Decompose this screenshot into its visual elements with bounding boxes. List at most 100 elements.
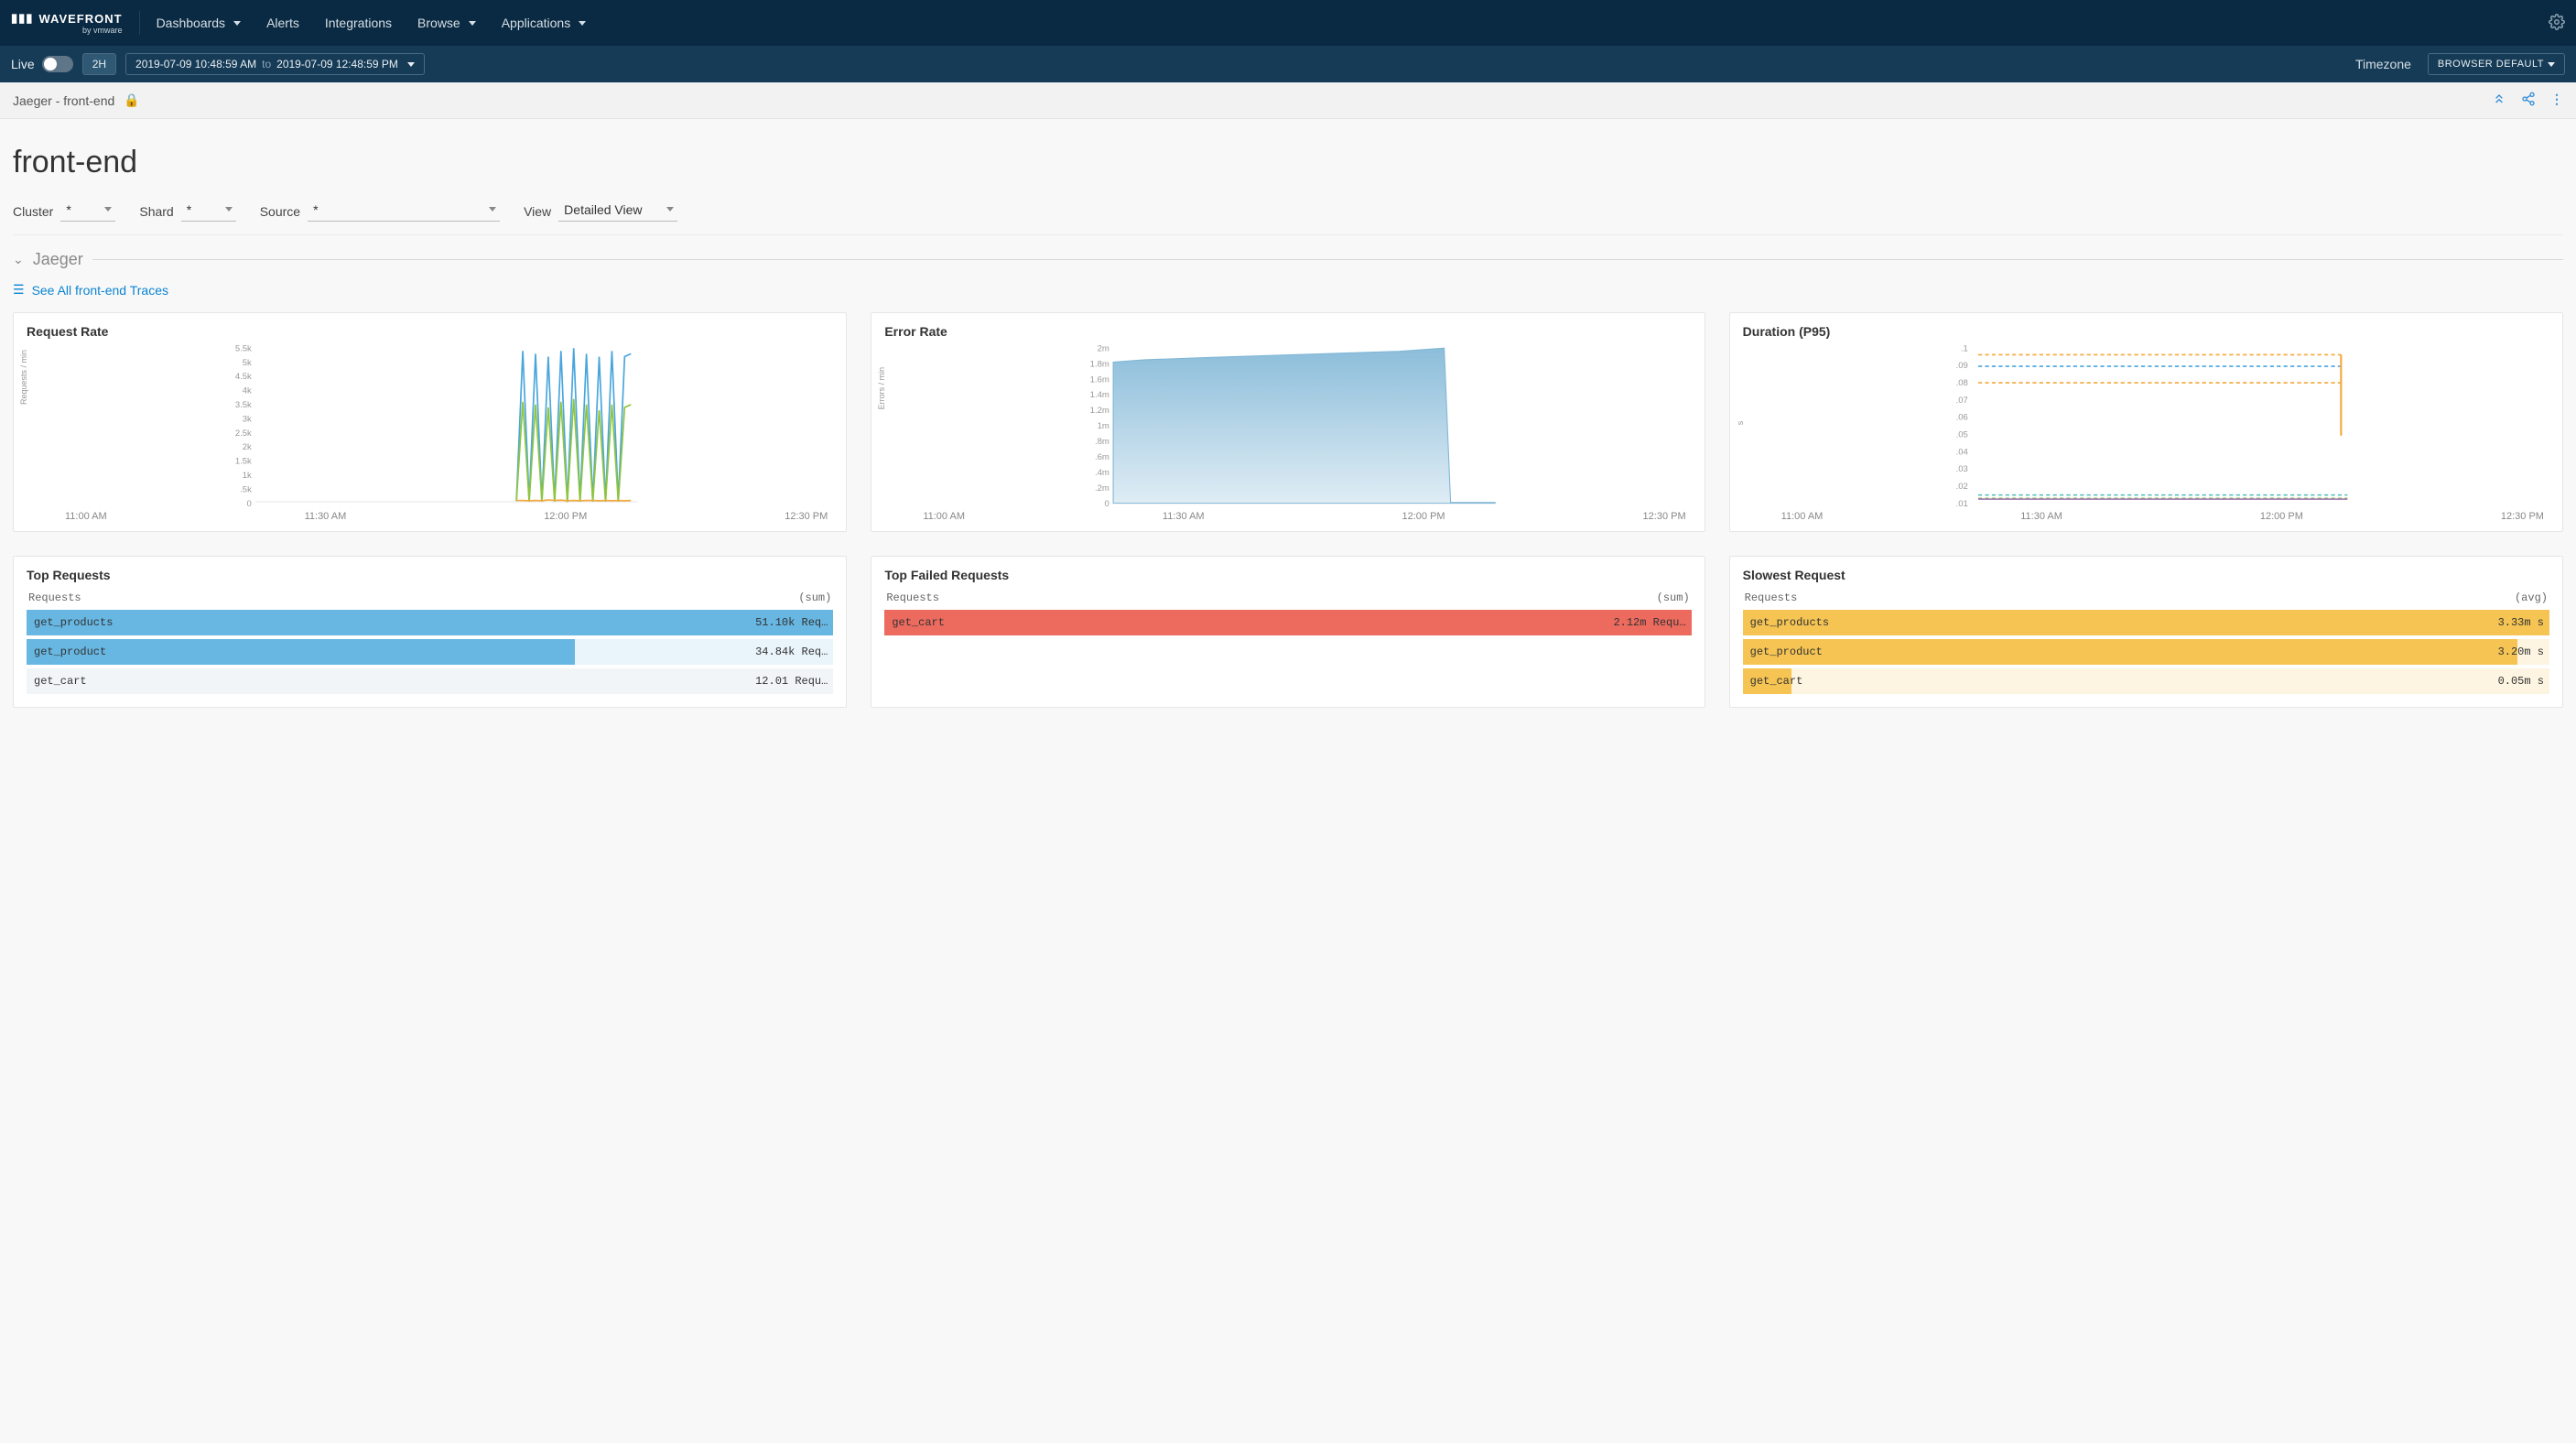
nav-link-integrations[interactable]: Integrations xyxy=(325,16,392,30)
svg-text:.05: .05 xyxy=(1955,430,1967,440)
date-range-picker[interactable]: 2019-07-09 10:48:59 AM to 2019-07-09 12:… xyxy=(125,53,425,75)
svg-text:2k: 2k xyxy=(243,442,252,452)
range-2h-button[interactable]: 2H xyxy=(82,53,116,75)
svg-text:3.5k: 3.5k xyxy=(235,400,252,410)
svg-text:1.4m: 1.4m xyxy=(1090,390,1109,400)
table-row[interactable]: get_cart0.05m s xyxy=(1743,668,2549,694)
shard-select[interactable]: * xyxy=(181,201,236,222)
card-title: Error Rate xyxy=(884,324,1691,339)
svg-text:.06: .06 xyxy=(1955,413,1967,423)
breadcrumb: Jaeger - front-end xyxy=(13,93,114,108)
filter-bar: Cluster* Shard* Source* ViewDetailed Vie… xyxy=(13,201,2563,235)
svg-text:.08: .08 xyxy=(1955,378,1967,388)
date-to: 2019-07-09 12:48:59 PM xyxy=(276,58,398,71)
chevron-down-icon: ⌄ xyxy=(13,252,24,267)
col-requests: Requests xyxy=(28,591,81,604)
svg-text:1.5k: 1.5k xyxy=(235,457,252,467)
row-value: 3.33m s xyxy=(2498,616,2549,629)
row-value: 3.20m s xyxy=(2498,646,2549,658)
chevron-down-icon xyxy=(404,58,415,71)
main-content: front-end Cluster* Shard* Source* ViewDe… xyxy=(0,119,2576,735)
source-select[interactable]: * xyxy=(308,201,500,222)
y-axis-label: s xyxy=(1736,421,1745,426)
more-icon[interactable]: ⋮ xyxy=(2550,92,2563,109)
cluster-label: Cluster xyxy=(13,204,53,219)
row-label: get_product xyxy=(1743,646,2498,658)
row-label: get_products xyxy=(1743,616,2498,629)
row-value: 0.05m s xyxy=(2498,675,2549,688)
see-all-label: See All front-end Traces xyxy=(32,283,168,298)
card-title: Top Requests xyxy=(27,568,833,582)
svg-text:.07: .07 xyxy=(1955,396,1967,406)
y-axis-label: Errors / min xyxy=(877,367,886,410)
svg-text:1m: 1m xyxy=(1098,421,1109,431)
row-value: 12.01 Requ… xyxy=(755,675,833,688)
svg-text:.6m: .6m xyxy=(1095,452,1109,462)
svg-text:5k: 5k xyxy=(243,358,252,368)
nav-link-dashboards[interactable]: Dashboards xyxy=(157,16,242,30)
table-row[interactable]: get_cart2.12m Requ… xyxy=(884,610,1691,635)
top-failed-table: get_cart2.12m Requ… xyxy=(884,610,1691,635)
page-title: front-end xyxy=(13,145,2563,180)
svg-text:2m: 2m xyxy=(1098,344,1109,353)
error-rate-chart: 2m1.8m1.6m1.4m1.2m1m.8m.6m.4m.2m0 xyxy=(884,344,1691,509)
slowest-card: Slowest Request Requests(avg) get_produc… xyxy=(1729,556,2563,708)
slowest-table: get_products3.33m sget_product3.20m sget… xyxy=(1743,610,2549,694)
timezone-select[interactable]: BROWSER DEFAULT xyxy=(2428,53,2565,75)
table-row[interactable]: get_product34.84k Req… xyxy=(27,639,833,665)
brand-logo-icon: ▮▮▮ xyxy=(11,11,33,26)
row-label: get_cart xyxy=(1743,675,2498,688)
section-header[interactable]: ⌄ Jaeger xyxy=(13,250,2563,269)
brand-name: WAVEFRONT xyxy=(38,12,122,26)
view-select[interactable]: Detailed View xyxy=(558,201,677,222)
col-avg: (avg) xyxy=(2515,591,2548,604)
svg-text:.09: .09 xyxy=(1955,361,1967,371)
svg-text:4.5k: 4.5k xyxy=(235,372,252,382)
table-row[interactable]: get_product3.20m s xyxy=(1743,639,2549,665)
row-label: get_product xyxy=(27,646,755,658)
date-to-label: to xyxy=(262,58,271,71)
nav-link-applications[interactable]: Applications xyxy=(502,16,587,30)
y-axis-label: Requests / min xyxy=(19,350,28,405)
nav-link-browse[interactable]: Browse xyxy=(417,16,476,30)
section-name: Jaeger xyxy=(33,250,83,269)
share-icon[interactable] xyxy=(2521,92,2536,109)
table-row[interactable]: get_products3.33m s xyxy=(1743,610,2549,635)
row-value: 2.12m Requ… xyxy=(1613,616,1691,629)
nav-link-alerts[interactable]: Alerts xyxy=(266,16,299,30)
svg-text:0: 0 xyxy=(1105,499,1109,509)
cluster-select[interactable]: * xyxy=(60,201,115,222)
list-icon: ☰ xyxy=(13,282,25,298)
duration-card: Duration (P95) s .1.09.08.07.06.05.04.03… xyxy=(1729,312,2563,532)
live-label: Live xyxy=(11,57,35,71)
date-from: 2019-07-09 10:48:59 AM xyxy=(135,58,256,71)
table-row[interactable]: get_cart12.01 Requ… xyxy=(27,668,833,694)
card-title: Duration (P95) xyxy=(1743,324,2549,339)
svg-text:2.5k: 2.5k xyxy=(235,429,252,439)
svg-text:.4m: .4m xyxy=(1095,468,1109,478)
card-title: Top Failed Requests xyxy=(884,568,1691,582)
brand[interactable]: ▮▮▮WAVEFRONT by vmware xyxy=(11,11,140,35)
collapse-icon[interactable] xyxy=(2492,92,2506,109)
svg-text:.2m: .2m xyxy=(1095,483,1109,494)
request-rate-chart: 5.5k5k4.5k4k3.5k3k2.5k2k1.5k1k.5k0 xyxy=(27,344,833,509)
svg-text:.03: .03 xyxy=(1955,464,1967,474)
card-title: Request Rate xyxy=(27,324,833,339)
top-nav: ▮▮▮WAVEFRONT by vmware DashboardsAlertsI… xyxy=(0,0,2576,46)
svg-text:.02: .02 xyxy=(1955,482,1967,492)
x-axis: 11:00 AM11:30 AM12:00 PM12:30 PM xyxy=(884,509,1691,522)
row-label: get_cart xyxy=(884,616,1613,629)
svg-text:3k: 3k xyxy=(243,414,252,424)
x-axis: 11:00 AM11:30 AM12:00 PM12:30 PM xyxy=(27,509,833,522)
request-rate-card: Request Rate Requests / min 5.5k5k4.5k4k… xyxy=(13,312,847,532)
row-label: get_products xyxy=(27,616,755,629)
table-row[interactable]: get_products51.10k Req… xyxy=(27,610,833,635)
col-sum: (sum) xyxy=(798,591,831,604)
row-label: get_cart xyxy=(27,675,755,688)
x-axis: 11:00 AM11:30 AM12:00 PM12:30 PM xyxy=(1743,509,2549,522)
gear-icon[interactable] xyxy=(2549,14,2565,33)
card-title: Slowest Request xyxy=(1743,568,2549,582)
see-all-traces-link[interactable]: ☰ See All front-end Traces xyxy=(13,282,2563,298)
svg-text:.1: .1 xyxy=(1961,344,1968,353)
live-toggle[interactable] xyxy=(42,56,73,72)
